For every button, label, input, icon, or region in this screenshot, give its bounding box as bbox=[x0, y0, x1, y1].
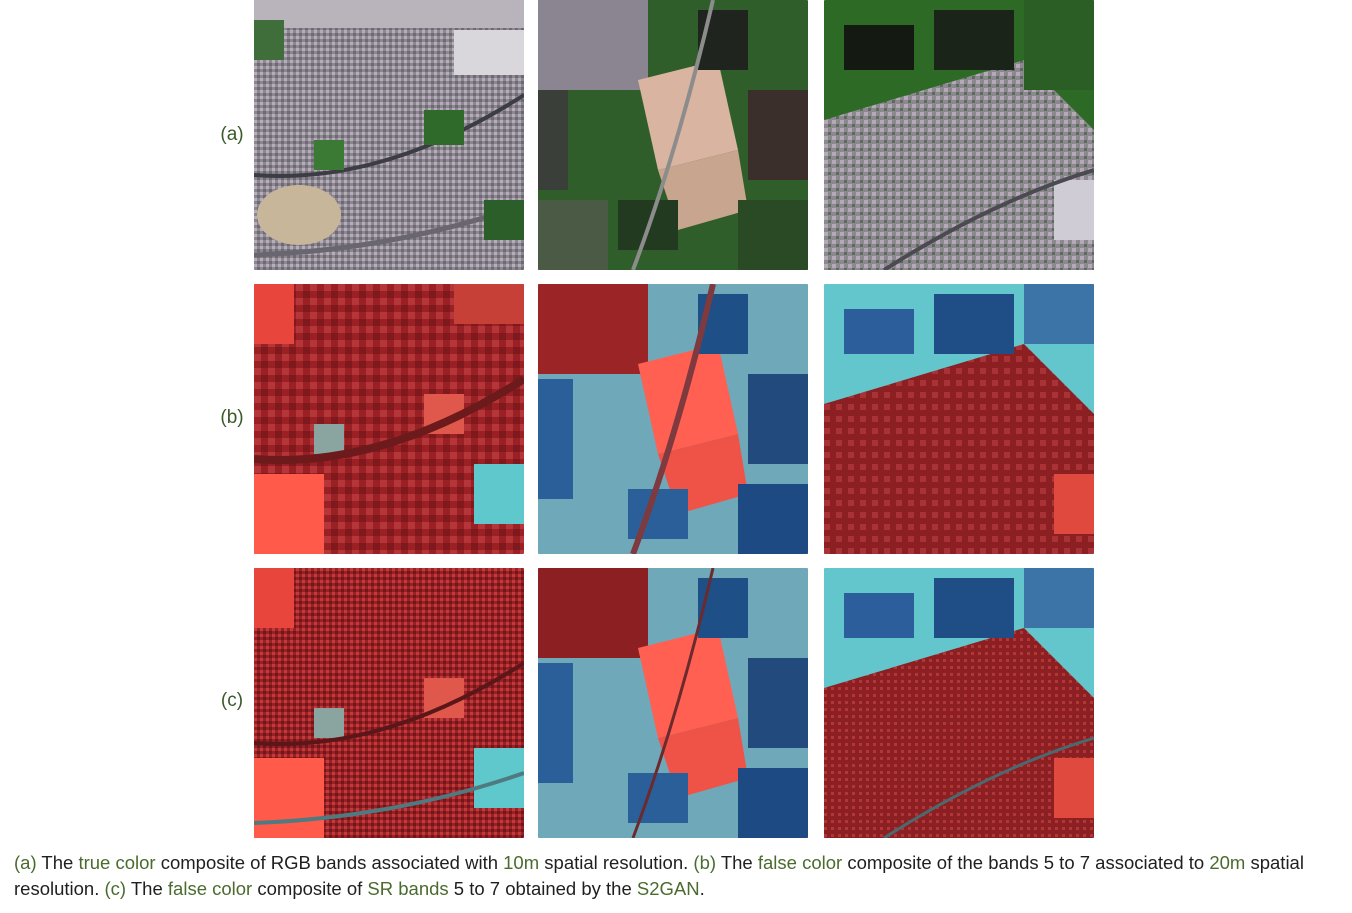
caption-term-true-color: true color bbox=[78, 852, 156, 873]
row-label-b: (b) bbox=[220, 407, 244, 428]
caption-term-20m: 20m bbox=[1209, 852, 1246, 873]
caption-term-s2gan: S2GAN bbox=[636, 878, 700, 899]
caption-text: spatial resolution. bbox=[14, 852, 1304, 899]
caption-ref-a: (a) bbox=[14, 852, 37, 873]
caption-text: composite of bbox=[252, 878, 368, 899]
image-a-scene-3 bbox=[824, 0, 1094, 270]
caption-text: composite of RGB bands associated with bbox=[155, 852, 504, 873]
caption-text: The bbox=[126, 878, 168, 899]
image-c-scene-1 bbox=[254, 568, 524, 838]
caption-text: 5 to 7 obtained by the bbox=[448, 878, 637, 899]
caption-term-false-color: false color bbox=[757, 852, 843, 873]
caption-text: spatial resolution. bbox=[539, 852, 694, 873]
caption-ref-c: (c) bbox=[104, 878, 127, 899]
image-b-scene-1 bbox=[254, 284, 524, 554]
row-label-c: (c) bbox=[220, 690, 244, 711]
figure-caption: (a) The true color composite of RGB band… bbox=[14, 850, 1344, 902]
caption-term-sr-bands: SR bands bbox=[367, 878, 449, 899]
image-a-scene-2 bbox=[538, 0, 808, 270]
caption-term-10m: 10m bbox=[503, 852, 540, 873]
caption-text: . bbox=[699, 878, 705, 899]
image-b-scene-2 bbox=[538, 284, 808, 554]
image-c-scene-2 bbox=[538, 568, 808, 838]
caption-text: composite of the bands 5 to 7 associated… bbox=[842, 852, 1210, 873]
caption-term-false-color-2: false color bbox=[167, 878, 253, 899]
row-label-a: (a) bbox=[220, 124, 244, 145]
caption-ref-b: (b) bbox=[693, 852, 717, 873]
caption-text: The bbox=[36, 852, 79, 873]
caption-text: The bbox=[716, 852, 758, 873]
image-a-scene-1 bbox=[254, 0, 524, 270]
image-c-scene-3 bbox=[824, 568, 1094, 838]
image-b-scene-3 bbox=[824, 284, 1094, 554]
